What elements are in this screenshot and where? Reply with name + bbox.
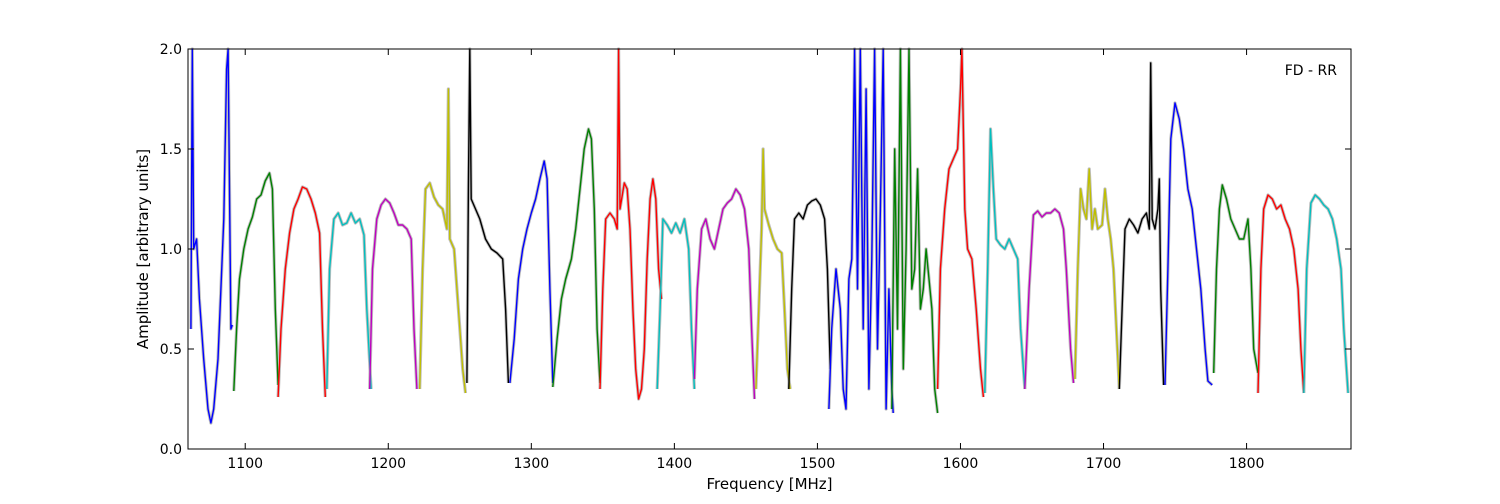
y-tick-label: 1.0 xyxy=(160,242,182,258)
reference-trace-25 xyxy=(1302,193,1350,394)
series-line-11 xyxy=(656,218,696,390)
series-line-3 xyxy=(277,186,326,398)
y-tick-label: 0.5 xyxy=(160,342,182,358)
series-line-2 xyxy=(233,172,279,392)
series-line-23 xyxy=(1213,184,1259,374)
y-axis-label: Amplitude [arbitrary units] xyxy=(134,149,152,349)
x-tick-label: 1100 xyxy=(227,456,263,472)
reference-trace-18 xyxy=(983,127,1027,394)
series-line-20 xyxy=(1074,168,1120,390)
series-line-14 xyxy=(788,198,831,390)
reference-trace-5 xyxy=(368,197,419,390)
series-line-22 xyxy=(1164,102,1213,386)
x-tick-label: 1200 xyxy=(370,456,406,472)
y-tick-label: 0.0 xyxy=(160,442,182,458)
series-line-8 xyxy=(509,160,554,384)
series-line-9 xyxy=(552,128,601,388)
y-tick-label: 2.0 xyxy=(160,42,182,58)
reference-trace-8 xyxy=(508,159,555,384)
tick-layer: 1100 1200 1300 1400 1500 1600 1700 1800 0.0 0.5 1.… xyxy=(160,42,1351,472)
x-axis-label: Frequency [MHz] xyxy=(706,475,832,493)
series-line-12 xyxy=(693,188,756,400)
x-tick-label: 1600 xyxy=(943,456,979,472)
series-line-7 xyxy=(466,48,510,384)
series-line-18 xyxy=(984,128,1026,394)
series-line-1 xyxy=(190,48,233,424)
reference-trace-10 xyxy=(598,47,664,401)
series-line-17 xyxy=(936,48,985,398)
panel-annotation: FD - RR xyxy=(1285,63,1338,79)
x-tick-label: 1700 xyxy=(1086,456,1122,472)
reference-trace-7 xyxy=(465,47,510,384)
x-tick-label: 1500 xyxy=(800,456,836,472)
reference-trace-6 xyxy=(418,87,468,394)
series-line-15 xyxy=(828,48,894,414)
series-line-24 xyxy=(1257,194,1305,394)
x-tick-label: 1400 xyxy=(657,456,693,472)
reference-trace-14 xyxy=(787,197,832,390)
reference-trace-13 xyxy=(754,147,792,390)
series-line-25 xyxy=(1303,194,1349,394)
x-tick-label: 1300 xyxy=(514,456,550,472)
series-line-13 xyxy=(755,148,791,390)
reference-trace-20 xyxy=(1073,167,1121,390)
reference-trace-24 xyxy=(1256,193,1306,394)
series-line-19 xyxy=(1024,208,1075,390)
plot-frame xyxy=(187,48,1352,450)
y-tick-label: 1.5 xyxy=(160,142,182,158)
series-line-21 xyxy=(1118,62,1165,390)
series-line-5 xyxy=(369,198,418,390)
series-line-10 xyxy=(599,48,663,400)
x-tick-label: 1800 xyxy=(1229,456,1265,472)
reference-trace-2 xyxy=(232,171,280,392)
series-line-6 xyxy=(419,88,467,394)
series-line-16 xyxy=(891,48,939,414)
series-line-4 xyxy=(326,212,372,390)
series-layer xyxy=(190,48,1349,424)
reference-trace-3 xyxy=(276,185,327,398)
